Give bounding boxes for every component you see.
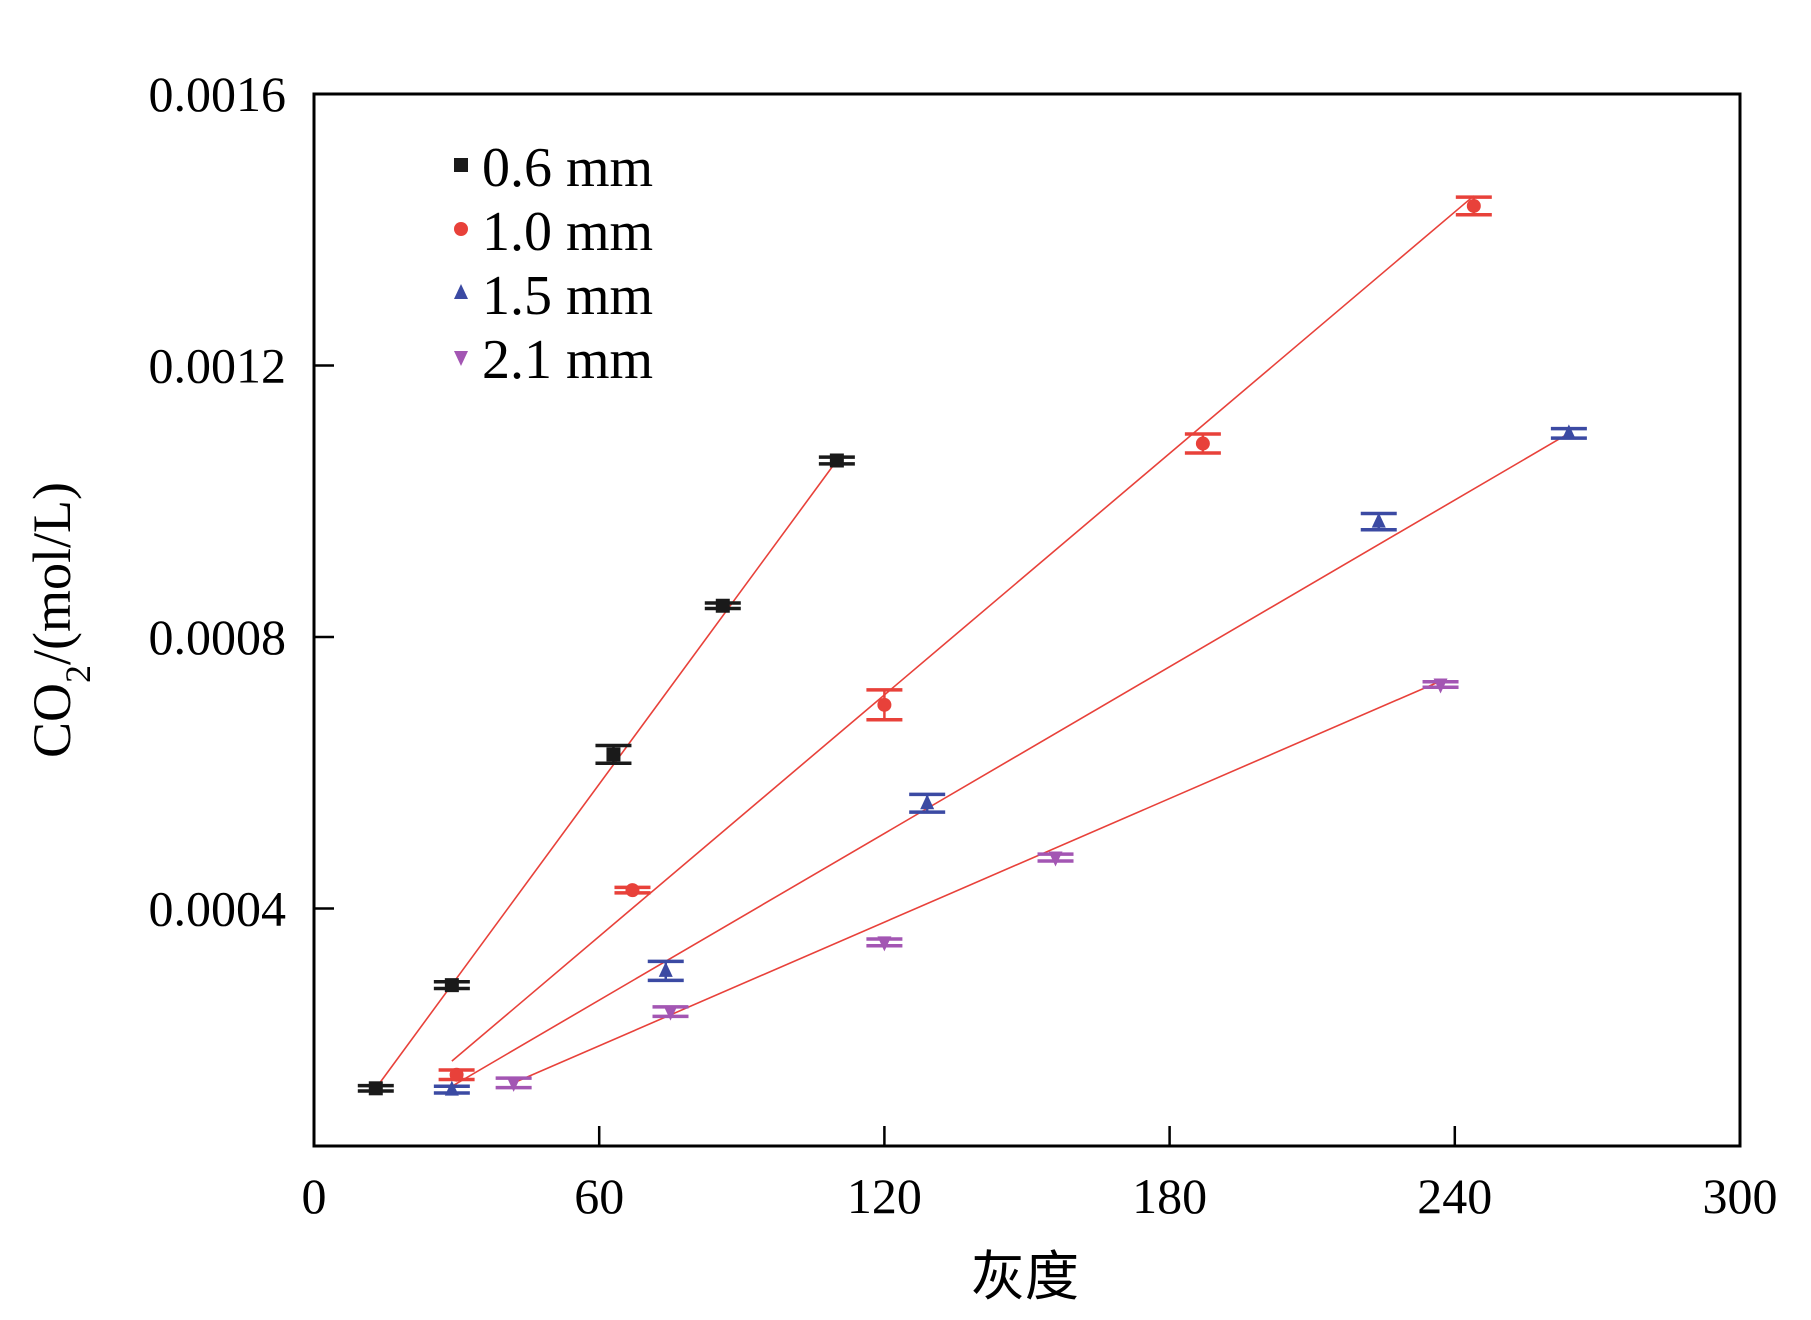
data-point bbox=[829, 453, 844, 468]
legend-label: 1.5 mm bbox=[482, 265, 653, 327]
data-point bbox=[506, 1076, 521, 1092]
data-point bbox=[449, 1067, 464, 1082]
legend-marker bbox=[454, 284, 468, 299]
series-0-6-mm bbox=[357, 453, 855, 1096]
data-point bbox=[625, 883, 640, 898]
legend-label: 0.6 mm bbox=[482, 137, 653, 199]
x-tick-label: 120 bbox=[847, 1168, 922, 1224]
fit-line-1-5-mm bbox=[451, 432, 1570, 1087]
legend-marker bbox=[454, 351, 468, 366]
data-point bbox=[877, 697, 892, 712]
x-tick-label: 300 bbox=[1703, 1168, 1778, 1224]
data-point bbox=[663, 1005, 678, 1021]
y-axis-title-suffix: /(mol/L) bbox=[22, 482, 82, 665]
series-2-1-mm bbox=[495, 678, 1459, 1092]
series-1-5-mm bbox=[433, 424, 1587, 1096]
legend-marker bbox=[454, 222, 468, 236]
x-axis-ticks: 0 60 120 180 240 300 bbox=[302, 1126, 1778, 1224]
x-tick-label: 180 bbox=[1132, 1168, 1207, 1224]
y-axis-title: CO2/(mol/L) bbox=[22, 482, 98, 758]
data-point bbox=[444, 978, 459, 993]
legend: 0.6 mm1.0 mm1.5 mm2.1 mm bbox=[454, 137, 653, 391]
data-point bbox=[1048, 851, 1063, 867]
y-axis-title-subscript: 2 bbox=[58, 665, 98, 683]
fit-line-1-0-mm bbox=[451, 195, 1475, 1062]
x-tick-label: 0 bbox=[302, 1168, 327, 1224]
legend-label: 2.1 mm bbox=[482, 329, 653, 391]
y-tick-label: 0.0012 bbox=[149, 337, 287, 393]
data-point bbox=[1433, 678, 1448, 694]
data-point bbox=[1561, 424, 1576, 440]
data-point bbox=[1371, 512, 1386, 528]
data-points bbox=[357, 195, 1587, 1096]
data-point bbox=[1195, 436, 1210, 451]
legend-label: 1.0 mm bbox=[482, 201, 653, 263]
fit-line-0-6-mm bbox=[375, 460, 838, 1089]
series-1-0-mm bbox=[438, 195, 1492, 1082]
y-axis-title-prefix: CO bbox=[22, 683, 82, 758]
legend-marker bbox=[454, 158, 468, 172]
data-point bbox=[715, 598, 730, 613]
data-point bbox=[877, 936, 892, 952]
data-point bbox=[1466, 198, 1481, 213]
data-point bbox=[920, 794, 935, 810]
y-tick-label: 0.0016 bbox=[149, 66, 287, 122]
y-tick-label: 0.0004 bbox=[149, 880, 287, 936]
x-axis-title: 灰度 bbox=[971, 1247, 1079, 1307]
data-point bbox=[368, 1081, 383, 1096]
y-tick-label: 0.0008 bbox=[149, 609, 287, 665]
data-point bbox=[444, 1080, 459, 1096]
y-axis-ticks: 0.0004 0.0008 0.0012 0.0016 bbox=[149, 66, 334, 936]
x-tick-label: 60 bbox=[574, 1168, 624, 1224]
data-point bbox=[658, 961, 673, 977]
data-point bbox=[606, 747, 621, 762]
fit-line-2-1-mm bbox=[513, 680, 1441, 1084]
x-tick-label: 240 bbox=[1417, 1168, 1492, 1224]
plot-frame bbox=[312, 92, 1742, 1148]
